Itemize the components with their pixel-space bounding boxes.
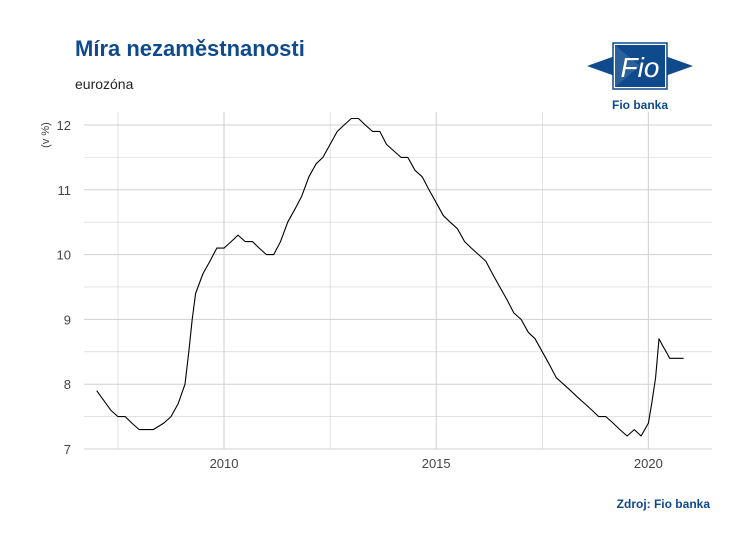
logo-mark-text: Fio bbox=[621, 52, 660, 83]
y-tick-label: 9 bbox=[64, 312, 71, 327]
fio-banka-logo: Fio Fio banka bbox=[585, 36, 695, 116]
chart-subtitle: eurozóna bbox=[75, 76, 134, 92]
y-tick-label: 8 bbox=[64, 377, 71, 392]
grid-layer bbox=[84, 112, 712, 450]
y-tick-label: 7 bbox=[64, 442, 71, 457]
y-tick-label: 12 bbox=[57, 118, 71, 133]
y-tick-label: 10 bbox=[57, 248, 71, 263]
series-layer bbox=[96, 117, 684, 437]
x-tick-label: 2010 bbox=[210, 456, 239, 471]
x-tick-label: 2015 bbox=[422, 456, 451, 471]
x-tick-label: 2020 bbox=[634, 456, 663, 471]
fio-logo-icon: Fio Fio banka bbox=[587, 42, 693, 112]
axis-layer: 7 8 9 10 11 12 2010 2015 2020 bbox=[57, 118, 663, 471]
y-axis-label: (v %) bbox=[40, 122, 52, 148]
source-note: Zdroj: Fio banka bbox=[616, 497, 710, 511]
unemployment-series-line bbox=[96, 117, 684, 437]
chart-title: Míra nezaměstnanosti bbox=[75, 36, 305, 61]
y-tick-label: 11 bbox=[58, 183, 72, 198]
logo-name: Fio banka bbox=[612, 98, 668, 112]
